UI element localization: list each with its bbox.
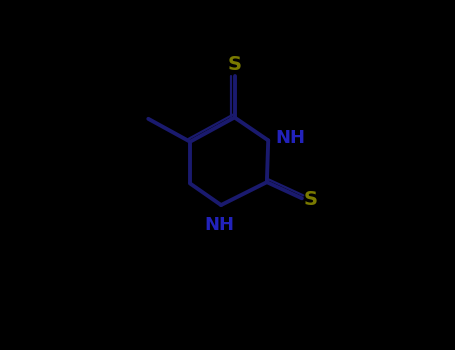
Text: S: S (228, 55, 242, 74)
Text: NH: NH (275, 129, 305, 147)
Text: S: S (304, 190, 318, 209)
Text: NH: NH (205, 216, 235, 234)
